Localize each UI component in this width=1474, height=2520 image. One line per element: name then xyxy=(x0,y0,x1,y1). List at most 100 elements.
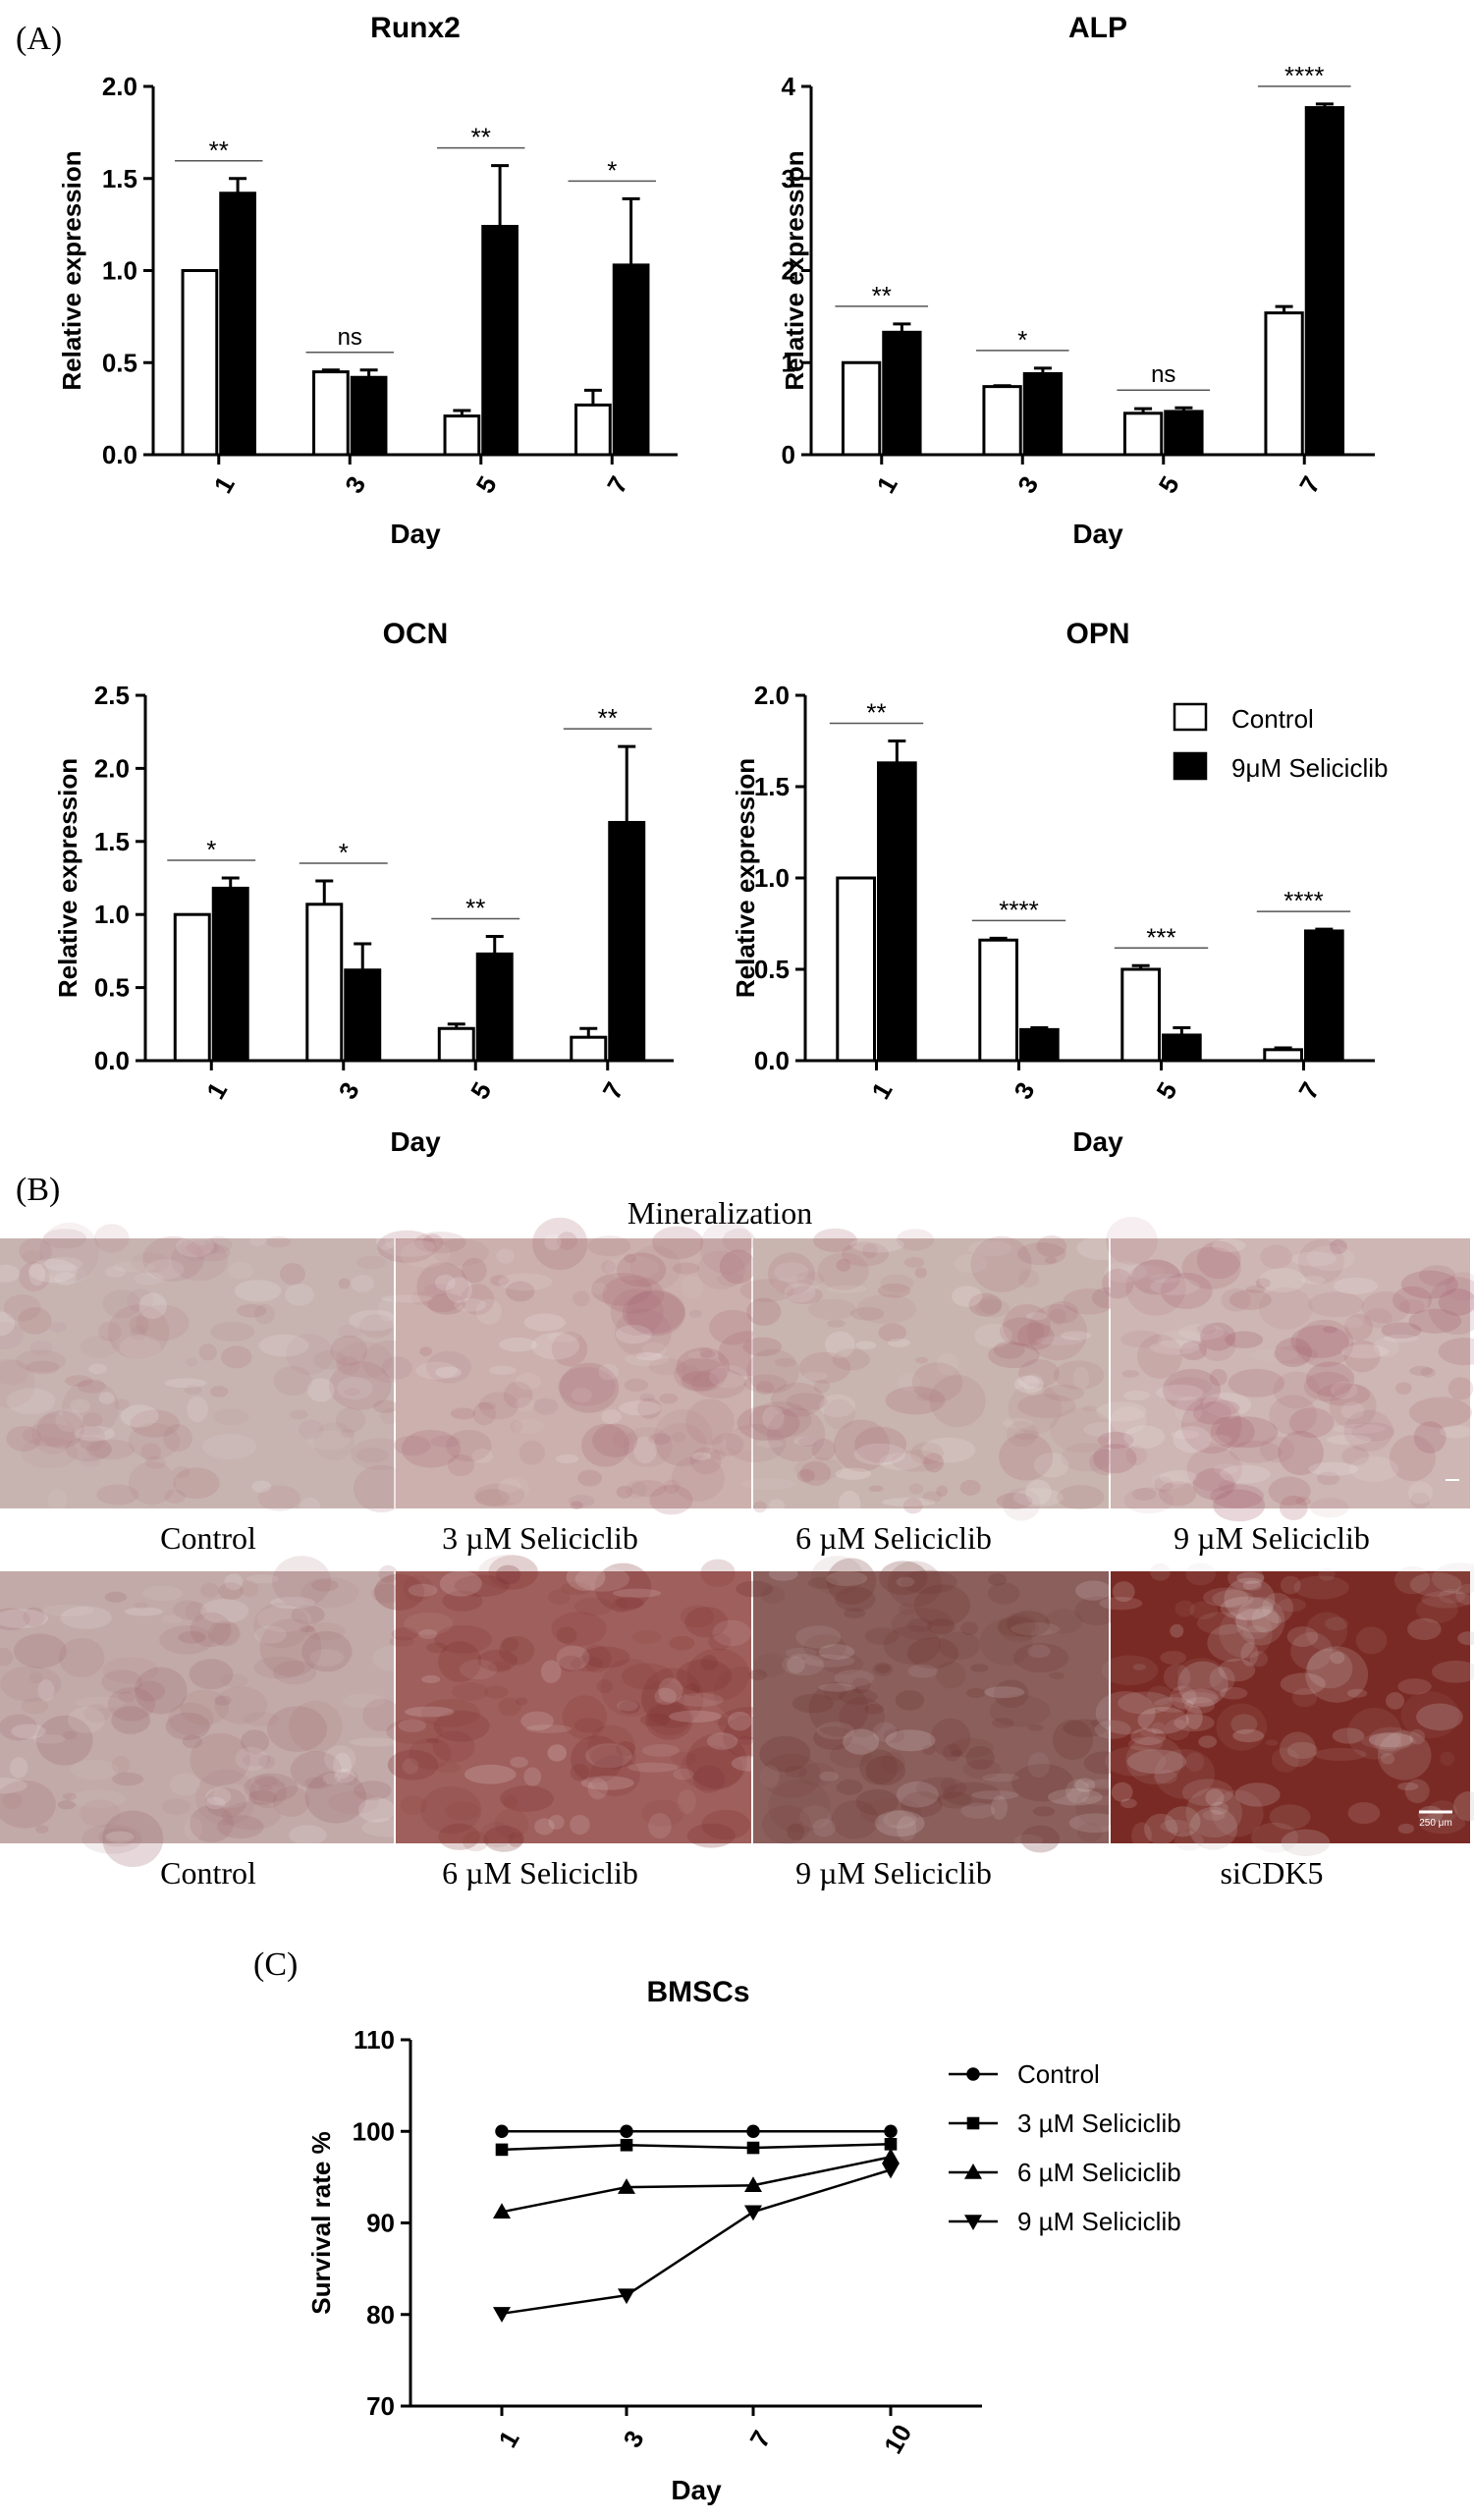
stain-patch xyxy=(1112,1581,1135,1603)
light-patch xyxy=(1185,1705,1203,1730)
stain-patch xyxy=(901,1569,957,1594)
stain-patch xyxy=(1163,1368,1221,1411)
light-patch xyxy=(772,1276,820,1294)
light-patch xyxy=(1259,1268,1306,1293)
stain-patch xyxy=(1228,1368,1284,1397)
stain-patch xyxy=(336,1356,360,1375)
light-patch xyxy=(1027,1644,1051,1659)
bar-seliciclib xyxy=(1164,410,1204,457)
stain-patch xyxy=(136,1304,190,1342)
stain-patch xyxy=(710,1449,726,1460)
stain-patch xyxy=(600,1658,661,1718)
light-patch xyxy=(1373,1337,1400,1358)
stain-patch xyxy=(895,1690,925,1711)
stain-patch xyxy=(865,1755,905,1785)
significance-label: * xyxy=(607,155,617,185)
data-point xyxy=(493,2203,511,2219)
light-patch xyxy=(756,1439,784,1449)
stain-patch xyxy=(592,1423,638,1457)
light-patch xyxy=(1096,1401,1147,1422)
stain-patch xyxy=(498,1697,521,1717)
light-patch xyxy=(400,1240,451,1268)
stain-patch xyxy=(198,1343,217,1361)
stain-patch xyxy=(807,1298,856,1321)
light-patch xyxy=(534,1818,555,1835)
stain-patch xyxy=(142,1235,204,1282)
stain-patch xyxy=(289,1409,308,1420)
stain-patch xyxy=(181,1243,208,1262)
significance-label: ** xyxy=(471,123,491,152)
light-patch xyxy=(1346,1688,1368,1698)
light-patch xyxy=(164,1378,207,1389)
stain-patch xyxy=(454,1574,510,1597)
bar-control xyxy=(437,1026,475,1063)
stain-patch xyxy=(1260,1244,1292,1269)
stain-patch xyxy=(1408,1308,1462,1334)
light-patch xyxy=(1173,1426,1212,1453)
stain-patch xyxy=(803,1634,846,1661)
light-patch xyxy=(787,1656,805,1674)
stain-patch xyxy=(135,1602,148,1610)
stain-patch xyxy=(689,1447,722,1475)
stain-patch xyxy=(477,1649,519,1671)
light-patch xyxy=(37,1679,55,1702)
stain-patch xyxy=(1165,1806,1201,1837)
light-patch xyxy=(1072,1366,1090,1391)
light-patch xyxy=(654,1687,677,1706)
light-patch xyxy=(475,1298,502,1325)
micrograph-background xyxy=(396,1571,751,1843)
stain-patch xyxy=(136,1680,166,1702)
stain-patch xyxy=(378,1564,398,1583)
light-patch xyxy=(289,1825,327,1846)
stain-patch xyxy=(883,1728,905,1743)
stain-patch xyxy=(556,1626,577,1644)
light-patch xyxy=(1280,1575,1301,1595)
stain-patch xyxy=(1002,1488,1041,1521)
stain-patch xyxy=(185,1601,207,1622)
y-tick-label: 0.5 xyxy=(94,973,130,1003)
light-patch xyxy=(520,1711,554,1731)
stain-patch xyxy=(831,1800,879,1839)
stain-patch xyxy=(856,1293,916,1325)
stain-patch xyxy=(1447,1377,1474,1400)
light-patch xyxy=(991,1795,1009,1820)
y-tick-label: 0.5 xyxy=(754,955,790,984)
light-patch xyxy=(6,1388,56,1415)
light-patch xyxy=(1326,1434,1372,1446)
light-patch xyxy=(785,1647,818,1659)
light-patch xyxy=(625,1352,670,1367)
stain-patch xyxy=(1251,1822,1298,1853)
stain-patch xyxy=(1044,1609,1083,1634)
stain-patch xyxy=(963,1759,1002,1780)
light-patch xyxy=(793,1436,817,1447)
stain-patch xyxy=(709,1309,757,1345)
stain-patch xyxy=(1003,1303,1052,1347)
light-patch xyxy=(1184,1696,1216,1715)
stain-patch xyxy=(786,1393,828,1411)
stain-patch xyxy=(823,1683,846,1701)
stain-patch xyxy=(1438,1338,1474,1366)
stain-patch xyxy=(615,1597,644,1610)
significance-label: ** xyxy=(209,136,229,165)
legend-marker xyxy=(966,2067,980,2081)
light-patch xyxy=(378,1297,397,1322)
stain-patch xyxy=(937,1791,972,1809)
stain-patch xyxy=(936,1485,949,1497)
stain-patch xyxy=(798,1762,836,1787)
significance-label: ns xyxy=(338,324,362,351)
light-patch xyxy=(1213,1463,1239,1475)
stain-patch xyxy=(1007,1611,1051,1637)
light-patch xyxy=(525,1724,573,1733)
light-patch xyxy=(617,1700,638,1712)
stain-patch xyxy=(570,1763,590,1781)
light-patch xyxy=(1212,1238,1246,1253)
light-patch xyxy=(825,1331,855,1358)
stain-patch xyxy=(796,1468,815,1483)
stain-patch xyxy=(622,1290,685,1335)
y-tick-label: 80 xyxy=(366,2300,395,2329)
light-patch xyxy=(1159,1469,1198,1485)
light-patch xyxy=(1131,1822,1152,1849)
light-patch xyxy=(398,1719,427,1732)
light-patch xyxy=(712,1619,751,1647)
micrograph-caption: siCDK5 xyxy=(1221,1855,1324,1890)
